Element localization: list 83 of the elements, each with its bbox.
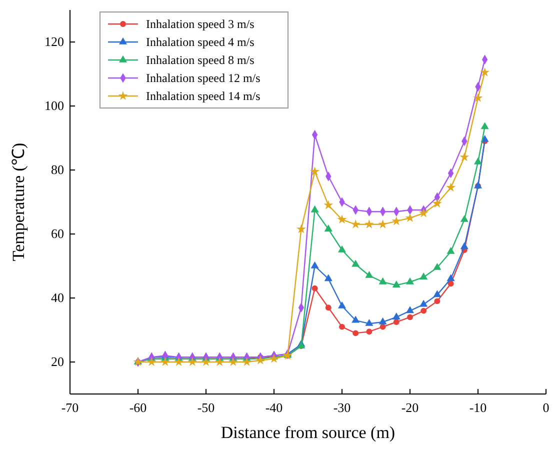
point: [310, 166, 320, 176]
y-tick-label: 80: [51, 162, 64, 177]
point: [474, 157, 482, 164]
x-tick-label: 0: [542, 400, 550, 415]
point: [242, 357, 252, 366]
point: [228, 357, 238, 366]
point: [146, 357, 156, 366]
point: [446, 182, 456, 192]
point: [188, 357, 198, 366]
point: [364, 219, 374, 228]
point: [433, 262, 442, 270]
point: [324, 224, 332, 232]
point: [256, 355, 266, 364]
point: [312, 285, 318, 292]
point: [160, 357, 170, 366]
point: [365, 270, 374, 278]
point: [393, 319, 400, 325]
point: [352, 330, 359, 336]
point: [460, 152, 470, 162]
point: [174, 357, 184, 366]
point: [473, 93, 483, 102]
point: [392, 312, 400, 320]
point: [325, 304, 332, 311]
point: [405, 213, 415, 222]
point: [433, 290, 442, 298]
point: [338, 301, 346, 308]
point: [338, 245, 346, 252]
point: [324, 274, 332, 282]
point: [460, 242, 468, 250]
point: [324, 200, 334, 210]
point: [448, 280, 454, 287]
point: [214, 357, 224, 366]
point: [269, 354, 279, 363]
point: [352, 316, 360, 323]
y-tick-label: 100: [44, 98, 64, 113]
y-tick-label: 120: [44, 34, 64, 49]
x-tick-label: -70: [61, 400, 79, 415]
point: [434, 298, 440, 304]
y-tick-label: 60: [51, 226, 64, 241]
point: [420, 308, 427, 314]
legend-label: Inhalation speed 12 m/s: [146, 71, 261, 85]
point: [446, 274, 455, 282]
point: [310, 261, 319, 268]
point: [378, 317, 387, 324]
point: [418, 208, 428, 218]
point: [310, 205, 319, 212]
legend-label: Inhalation speed 8 m/s: [146, 53, 255, 67]
point: [392, 280, 400, 288]
point: [365, 318, 374, 326]
point: [406, 277, 414, 284]
x-tick-label: -60: [129, 400, 147, 415]
point: [352, 260, 360, 267]
point: [446, 246, 455, 254]
x-axis-title: Distance from source (m): [220, 423, 396, 442]
point: [392, 216, 402, 226]
point: [378, 219, 388, 228]
y-axis-title: Temperature (℃): [9, 142, 28, 262]
point: [420, 300, 428, 307]
y-tick-label: 20: [51, 354, 64, 369]
point: [420, 272, 428, 280]
point: [406, 306, 414, 314]
x-tick-label: -50: [197, 400, 215, 415]
point: [350, 219, 360, 228]
point: [339, 324, 345, 330]
point: [480, 122, 489, 130]
legend-label: Inhalation speed 14 m/s: [146, 89, 261, 103]
point: [337, 214, 347, 224]
x-tick-label: -30: [333, 400, 351, 415]
point: [480, 67, 490, 76]
point: [378, 277, 387, 284]
x-tick-label: -40: [265, 400, 283, 415]
point: [380, 324, 386, 330]
x-tick-label: -10: [469, 400, 487, 415]
point: [296, 224, 306, 234]
point: [407, 314, 413, 320]
legend-label: Inhalation speed 4 m/s: [146, 35, 255, 49]
point: [366, 328, 372, 335]
x-tick-label: -20: [401, 400, 419, 415]
point: [432, 198, 442, 208]
point: [460, 214, 468, 222]
legend-label: Inhalation speed 3 m/s: [146, 17, 255, 31]
y-tick-label: 40: [51, 290, 64, 305]
point: [201, 357, 211, 366]
